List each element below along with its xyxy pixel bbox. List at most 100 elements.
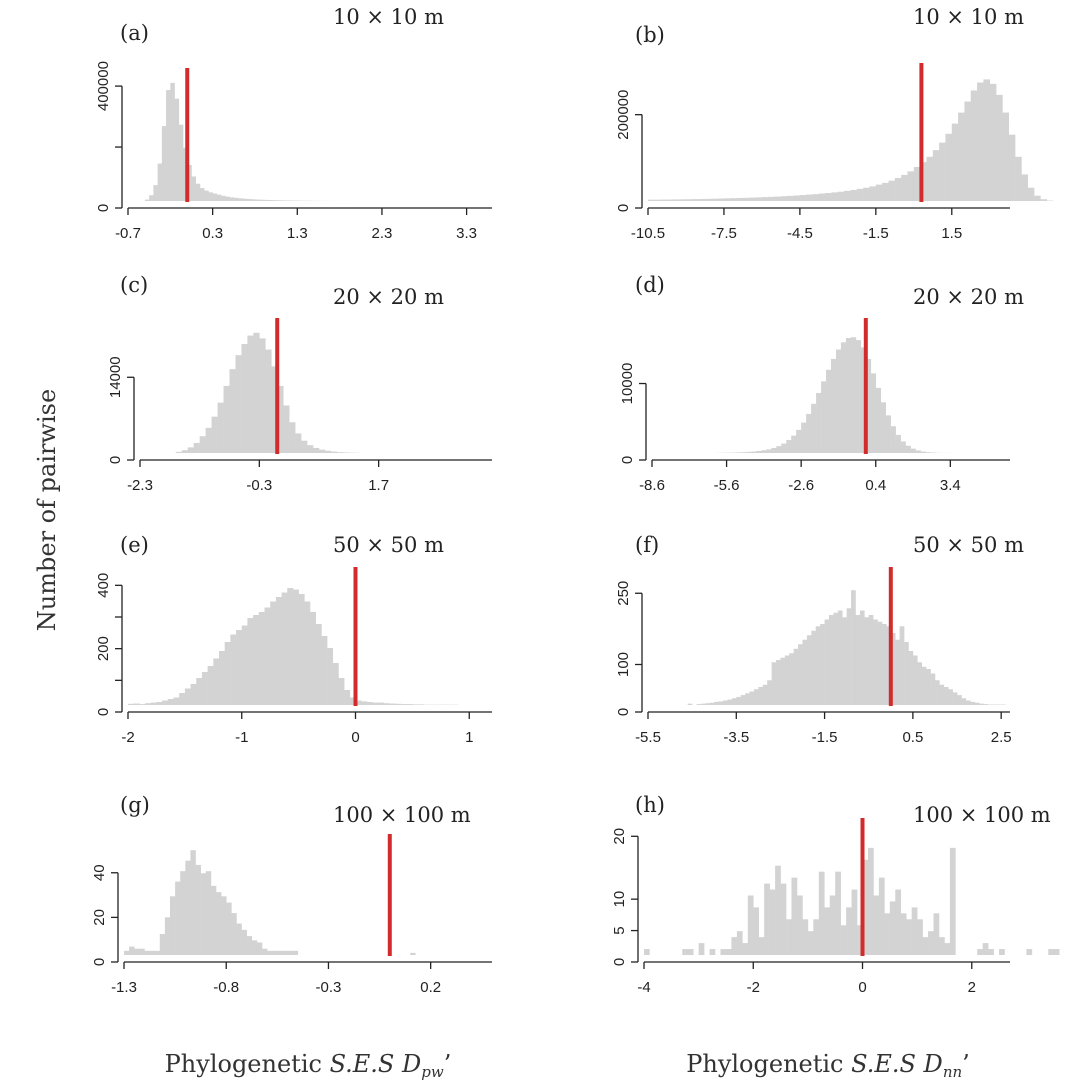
histogram-bar xyxy=(749,197,756,201)
histogram-bar xyxy=(851,889,858,955)
histogram-bar xyxy=(336,452,344,453)
x-tick-label: 2.3 xyxy=(372,225,393,242)
histogram-bar xyxy=(1027,187,1035,201)
histogram-bar xyxy=(983,79,991,201)
histogram-bar xyxy=(1034,195,1041,201)
histogram-bar xyxy=(280,200,285,201)
histogram-bar xyxy=(767,680,772,705)
scale-label: 50 × 50 m xyxy=(913,533,1024,557)
histogram-bar xyxy=(818,871,825,955)
histogram-bar xyxy=(769,889,776,955)
histogram-bar xyxy=(780,657,786,705)
histogram-bar xyxy=(753,907,760,955)
histogram-bar xyxy=(156,702,163,705)
histogram-bar xyxy=(835,349,842,453)
histogram-bar xyxy=(825,193,832,201)
histogram-bar xyxy=(915,450,921,453)
histogram-bar xyxy=(310,612,316,705)
histogram-bar xyxy=(295,433,302,453)
histogram-bar xyxy=(863,187,870,201)
histogram-bar xyxy=(673,199,680,201)
histogram-bar xyxy=(745,693,750,705)
histogram-bar xyxy=(983,704,989,705)
histogram-bar xyxy=(789,653,794,705)
histogram-bar xyxy=(821,381,827,453)
histogram-bar xyxy=(225,196,230,201)
histogram-bar xyxy=(764,883,770,955)
histogram-bar xyxy=(996,94,1003,201)
histogram-bar xyxy=(742,943,749,955)
histogram-bar xyxy=(791,877,798,955)
histogram-bar xyxy=(175,881,181,955)
histogram-bar xyxy=(1040,199,1048,201)
histogram-bar xyxy=(150,702,157,705)
histogram-bar xyxy=(907,171,915,201)
histogram-bar xyxy=(324,450,332,453)
histogram-bar xyxy=(217,402,224,453)
histogram-bar xyxy=(238,198,243,201)
histogram-bar xyxy=(187,447,194,453)
histogram-bar xyxy=(952,692,958,705)
histogram-bar xyxy=(864,617,870,705)
histogram-bars-g xyxy=(124,850,416,955)
panel-label: (b) xyxy=(635,23,665,47)
histogram-bar xyxy=(926,156,934,201)
histogram-bar xyxy=(1048,949,1054,955)
histogram-bar xyxy=(917,919,923,955)
panel-label: (h) xyxy=(635,793,665,817)
histogram-bar xyxy=(736,931,743,955)
histogram-bar xyxy=(178,124,184,201)
scale-label: 50 × 50 m xyxy=(333,533,444,557)
x-tick-label: 2 xyxy=(968,979,976,996)
histogram-bar xyxy=(349,697,356,705)
x-axis-title-left-subscript: pw xyxy=(421,1063,444,1081)
panel-e: -2 -1 0 1 0 200 400 (e) 50 × 50 m xyxy=(95,533,492,746)
histogram-bar xyxy=(410,952,416,955)
y-tick-label: 20 xyxy=(611,828,628,845)
histogram-bar xyxy=(253,332,260,453)
histogram-bar xyxy=(844,190,851,201)
y-tick-label: 100 xyxy=(615,652,632,677)
histogram-bar xyxy=(799,195,807,201)
histogram-bar xyxy=(276,200,281,201)
histogram-bar xyxy=(175,451,183,453)
histogram-bar xyxy=(776,660,781,705)
histogram-bar xyxy=(781,443,787,453)
histogram-bar xyxy=(868,615,874,705)
histogram-bar xyxy=(890,426,896,453)
scale-label: 10 × 10 m xyxy=(333,5,444,29)
x-tick-label: 0.2 xyxy=(420,979,441,996)
y-tick-label: 250 xyxy=(615,581,632,606)
histogram-bar xyxy=(277,950,283,955)
histogram-bar xyxy=(793,648,799,705)
histogram-bar xyxy=(698,943,705,955)
histogram-bar xyxy=(888,180,896,201)
histogram-bar xyxy=(774,196,782,201)
histogram-bars-d xyxy=(716,337,956,453)
histogram-bar xyxy=(395,703,402,705)
x-tick-label: 0.5 xyxy=(902,729,923,746)
x-tick-label: -2.3 xyxy=(127,477,153,494)
histogram-bar xyxy=(912,655,918,705)
histogram-bar xyxy=(820,624,825,705)
histogram-bar xyxy=(723,700,728,705)
histogram-bar xyxy=(654,199,661,201)
histogram-bar xyxy=(802,919,809,955)
histogram-bar xyxy=(736,452,742,453)
histogram-bar xyxy=(977,949,983,955)
x-axis-title-right-prime: ’ xyxy=(962,1050,970,1078)
histogram-bar xyxy=(762,684,768,705)
histogram-bar xyxy=(829,615,834,705)
histogram-bar xyxy=(292,950,299,955)
histogram-bar xyxy=(796,429,802,453)
histogram-bar xyxy=(253,615,260,705)
histogram-bar xyxy=(181,450,189,453)
histogram-bar xyxy=(1008,134,1016,201)
histogram-bar xyxy=(145,703,152,705)
histogram-bar xyxy=(149,950,155,955)
histogram-bar xyxy=(904,642,909,705)
histogram-bar xyxy=(644,949,650,955)
histogram-bar xyxy=(259,199,264,201)
histogram-bar xyxy=(190,850,196,955)
histogram-bar xyxy=(226,902,232,955)
